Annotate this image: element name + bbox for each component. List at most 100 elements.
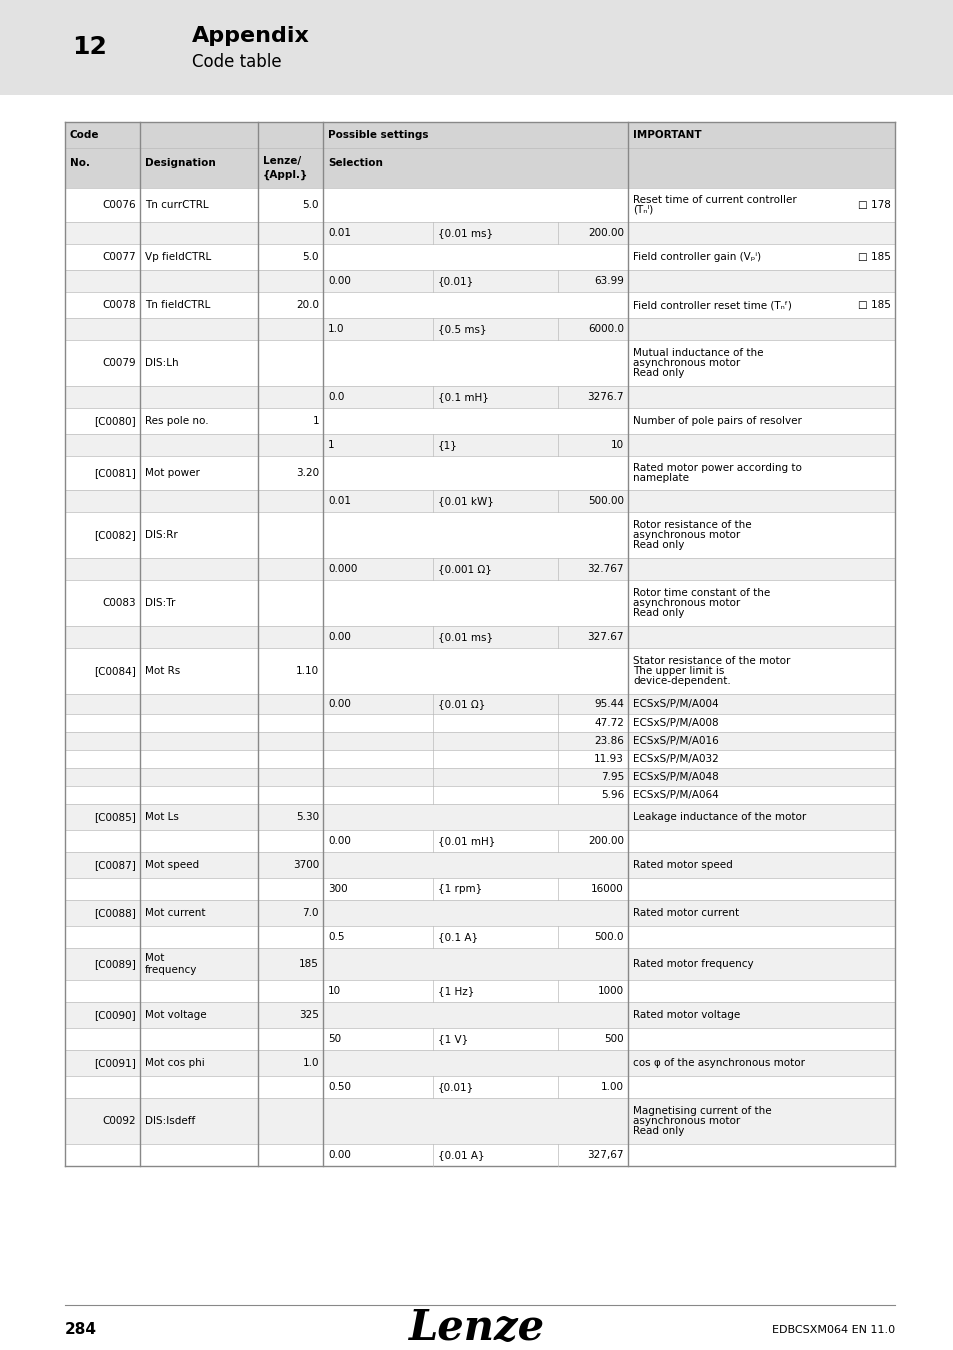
Text: [C0084]: [C0084] (94, 666, 136, 676)
Bar (65, 768, 894, 786)
Text: 6000.0: 6000.0 (587, 324, 623, 333)
Text: Possible settings: Possible settings (328, 130, 428, 140)
Bar (65, 852, 894, 878)
Text: nameplate: nameplate (633, 472, 688, 483)
Text: {0.001 Ω}: {0.001 Ω} (437, 564, 492, 574)
Text: {0.01 kW}: {0.01 kW} (437, 495, 494, 506)
Text: Selection: Selection (328, 158, 382, 167)
Text: Read only: Read only (633, 540, 683, 549)
Text: DIS:Lh: DIS:Lh (145, 358, 178, 369)
Text: Mot: Mot (145, 953, 164, 963)
Text: □ 178: □ 178 (858, 200, 890, 211)
Text: {1}: {1} (437, 440, 457, 450)
Bar (65, 148, 894, 188)
Text: C0078: C0078 (102, 300, 136, 310)
Text: cos φ of the asynchronous motor: cos φ of the asynchronous motor (633, 1058, 804, 1068)
Bar (65, 648, 894, 694)
Text: 0.00: 0.00 (328, 275, 351, 286)
Text: frequency: frequency (145, 965, 197, 975)
Text: 0.00: 0.00 (328, 836, 351, 846)
Bar (65, 408, 894, 433)
Text: {1 rpm}: {1 rpm} (437, 884, 482, 894)
Text: Vp fieldCTRL: Vp fieldCTRL (145, 252, 211, 262)
Text: 7.95: 7.95 (600, 772, 623, 782)
Text: Rotor resistance of the: Rotor resistance of the (633, 520, 751, 531)
Bar (65, 292, 894, 319)
Text: 5.0: 5.0 (302, 252, 318, 262)
Text: 20.0: 20.0 (295, 300, 318, 310)
Text: 500: 500 (604, 1034, 623, 1044)
Text: 1000: 1000 (598, 986, 623, 996)
Text: Rated motor voltage: Rated motor voltage (633, 1010, 740, 1021)
Text: 23.86: 23.86 (594, 736, 623, 747)
Bar (65, 122, 894, 148)
Text: DIS:Tr: DIS:Tr (145, 598, 175, 608)
Bar (65, 386, 894, 408)
Text: Read only: Read only (633, 1126, 683, 1135)
Bar (65, 512, 894, 558)
Text: ECSxS/P/M/A032: ECSxS/P/M/A032 (633, 755, 718, 764)
Text: 0.5: 0.5 (328, 931, 344, 942)
Text: 300: 300 (328, 884, 347, 894)
Text: Tn fieldCTRL: Tn fieldCTRL (145, 300, 211, 310)
Bar (65, 433, 894, 456)
Bar (65, 714, 894, 732)
Bar (65, 786, 894, 805)
Text: Rotor time constant of the: Rotor time constant of the (633, 589, 769, 598)
Text: Rated motor power according to: Rated motor power according to (633, 463, 801, 472)
Text: Leakage inductance of the motor: Leakage inductance of the motor (633, 811, 805, 822)
Text: Appendix: Appendix (192, 26, 310, 46)
Bar (65, 805, 894, 830)
Text: 63.99: 63.99 (594, 275, 623, 286)
Bar (65, 270, 894, 292)
Text: C0079: C0079 (102, 358, 136, 369)
Bar (65, 732, 894, 751)
Bar (65, 751, 894, 768)
Text: [C0080]: [C0080] (94, 416, 136, 427)
Bar (65, 221, 894, 244)
Text: 1: 1 (328, 440, 335, 450)
Text: DIS:Isdeff: DIS:Isdeff (145, 1116, 195, 1126)
Text: 1: 1 (312, 416, 318, 427)
Text: 500.00: 500.00 (587, 495, 623, 506)
Text: C0076: C0076 (102, 200, 136, 211)
Text: {0.01 ms}: {0.01 ms} (437, 632, 493, 643)
Bar (65, 948, 894, 980)
Text: [C0091]: [C0091] (94, 1058, 136, 1068)
Bar (65, 1027, 894, 1050)
Bar (65, 558, 894, 580)
Text: Field controller gain (Vₚⁱ): Field controller gain (Vₚⁱ) (633, 252, 760, 262)
Text: 200.00: 200.00 (587, 228, 623, 238)
Text: 1.00: 1.00 (600, 1081, 623, 1092)
Text: Rated motor current: Rated motor current (633, 909, 739, 918)
Text: 0.0: 0.0 (328, 392, 344, 402)
Text: Lenze: Lenze (409, 1307, 544, 1349)
Text: 0.50: 0.50 (328, 1081, 351, 1092)
Text: 16000: 16000 (591, 884, 623, 894)
Text: {1 Hz}: {1 Hz} (437, 986, 474, 996)
Bar (65, 1050, 894, 1076)
Text: Rated motor speed: Rated motor speed (633, 860, 732, 869)
Text: {0.01 Ω}: {0.01 Ω} (437, 699, 485, 709)
Text: EDBCSXM064 EN 11.0: EDBCSXM064 EN 11.0 (771, 1324, 894, 1335)
Text: {0.01 ms}: {0.01 ms} (437, 228, 493, 238)
Bar (65, 926, 894, 948)
Text: asynchronous motor: asynchronous motor (633, 531, 740, 540)
Text: {0.01}: {0.01} (437, 1081, 474, 1092)
Text: ECSxS/P/M/A048: ECSxS/P/M/A048 (633, 772, 718, 782)
Text: Mot cos phi: Mot cos phi (145, 1058, 205, 1068)
Text: Lenze/: Lenze/ (263, 157, 301, 166)
Text: □ 185: □ 185 (858, 300, 890, 310)
Text: Mot Ls: Mot Ls (145, 811, 178, 822)
Bar (65, 1002, 894, 1027)
Text: Mot Rs: Mot Rs (145, 666, 180, 676)
Text: 500.0: 500.0 (594, 931, 623, 942)
Text: 0.00: 0.00 (328, 1150, 351, 1160)
Text: Mot speed: Mot speed (145, 860, 199, 869)
Text: asynchronous motor: asynchronous motor (633, 598, 740, 608)
Bar (65, 490, 894, 512)
Text: 47.72: 47.72 (594, 718, 623, 728)
Text: Rated motor frequency: Rated motor frequency (633, 958, 753, 969)
Text: {Appl.}: {Appl.} (263, 170, 308, 180)
Text: 5.30: 5.30 (295, 811, 318, 822)
